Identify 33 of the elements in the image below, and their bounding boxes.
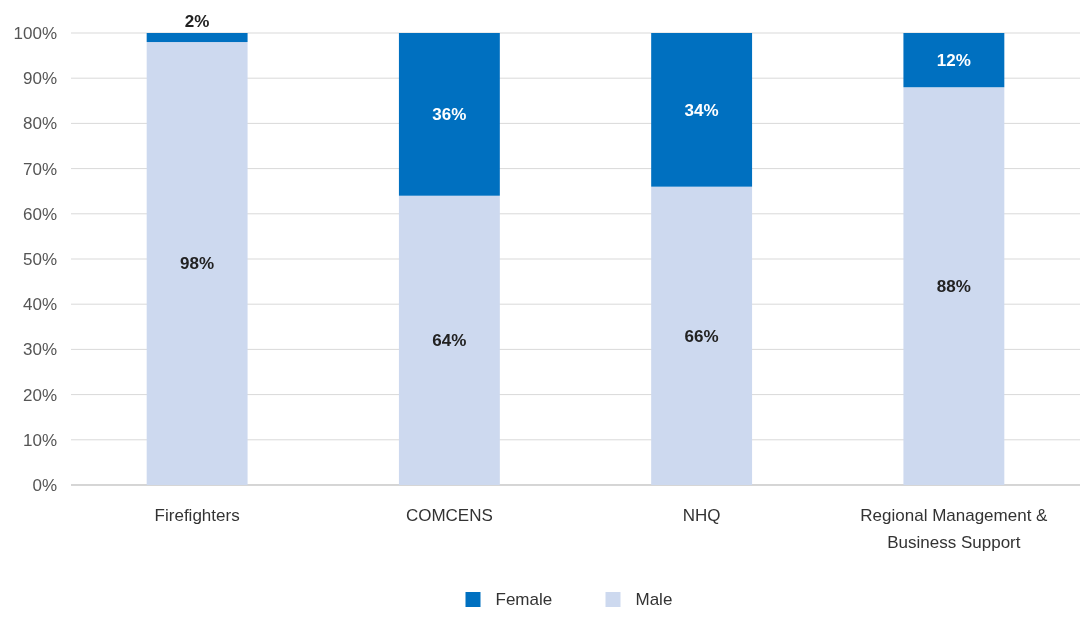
legend-label: Male xyxy=(635,590,673,609)
x-tick-label: COMCENS xyxy=(405,506,493,525)
y-tick-label: 50% xyxy=(22,249,57,269)
x-tick-label: NHQ xyxy=(682,506,721,525)
bar xyxy=(903,33,1005,88)
bar xyxy=(651,186,753,485)
data-label: 98% xyxy=(180,254,215,274)
data-label: 66% xyxy=(684,326,719,346)
y-tick-label: 30% xyxy=(22,340,57,360)
bar xyxy=(146,33,248,43)
bar xyxy=(398,33,500,196)
data-label: 64% xyxy=(432,331,467,351)
y-tick-label: 100% xyxy=(13,23,57,43)
y-tick-label: 0% xyxy=(32,475,57,495)
data-label: 2% xyxy=(184,12,210,31)
y-tick-label: 80% xyxy=(22,114,57,134)
x-tick-label: Regional Management & Business Support xyxy=(860,506,1049,552)
x-tick-label: Firefighters xyxy=(154,506,240,525)
bar xyxy=(398,195,500,485)
bar xyxy=(903,87,1005,485)
y-tick-label: 10% xyxy=(22,430,57,450)
data-label: 88% xyxy=(936,277,971,297)
data-label: 36% xyxy=(432,105,467,125)
y-tick-label: 60% xyxy=(22,204,57,224)
data-label: 34% xyxy=(684,100,719,120)
bar xyxy=(651,33,753,187)
y-tick-label: 70% xyxy=(22,159,57,179)
bar xyxy=(146,42,248,485)
y-tick-label: 40% xyxy=(22,295,57,315)
y-tick-label: 90% xyxy=(22,69,57,89)
y-tick-label: 20% xyxy=(22,385,57,405)
data-label: 12% xyxy=(936,51,971,71)
legend-label: Female xyxy=(495,590,553,609)
